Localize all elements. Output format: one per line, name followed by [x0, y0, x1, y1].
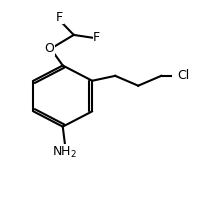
Text: Cl: Cl	[178, 69, 190, 82]
Text: F: F	[93, 31, 100, 44]
Text: F: F	[56, 11, 63, 24]
Text: O: O	[45, 42, 55, 55]
Text: NH$_2$: NH$_2$	[52, 145, 77, 160]
